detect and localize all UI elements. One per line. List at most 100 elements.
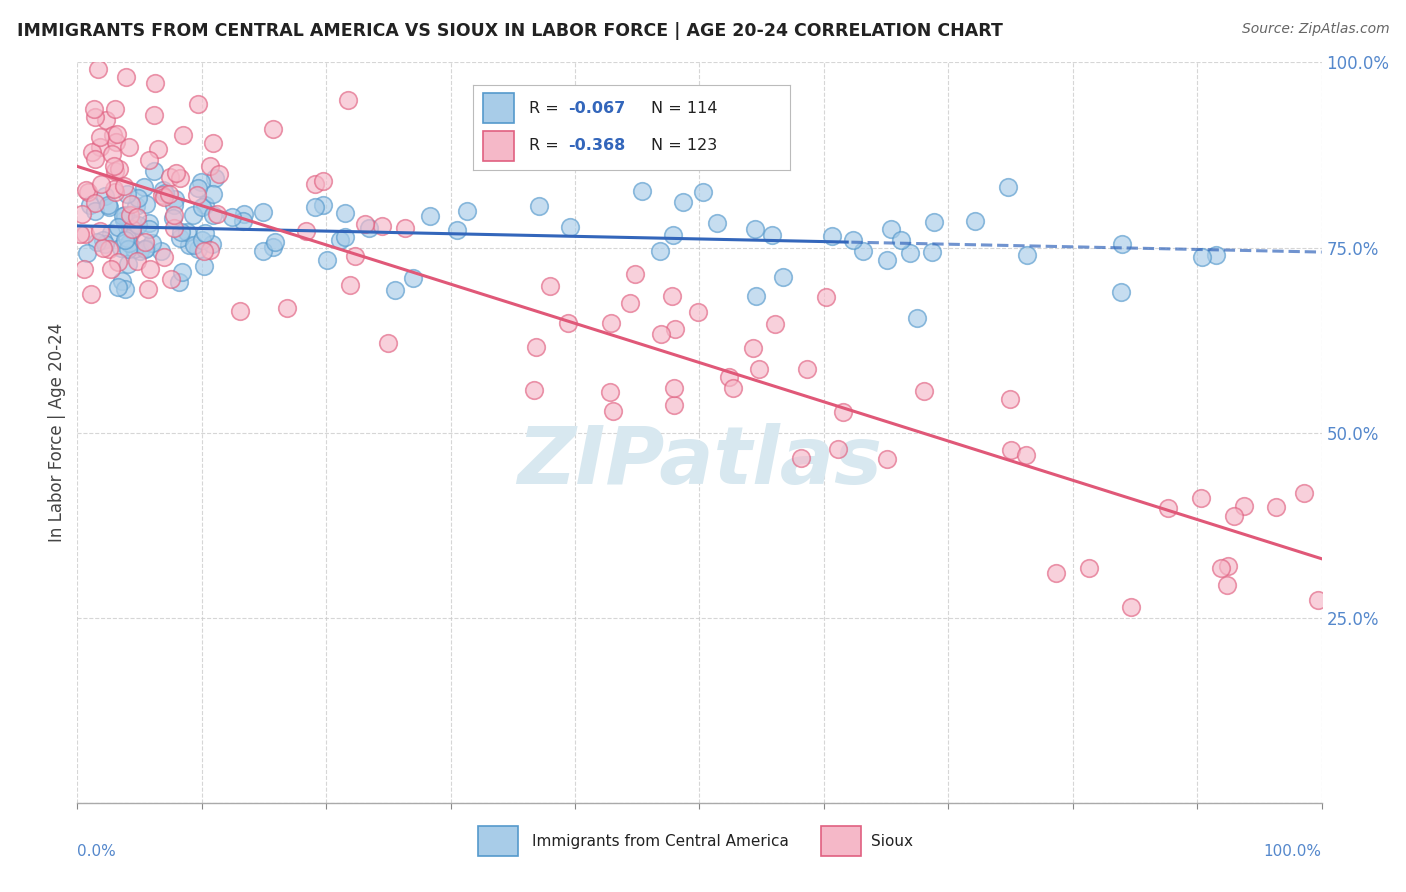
Point [72, 262, 94, 277]
Point [82, 145, 104, 159]
Point [183, 238, 205, 252]
Point [401, 271, 423, 285]
Point [157, 186, 180, 201]
Point [922, 215, 945, 229]
Point [115, 70, 138, 85]
Point [118, 235, 141, 250]
Point [125, 198, 148, 212]
Point [138, 282, 160, 296]
Point [77, 185, 100, 199]
Point [602, 403, 624, 417]
Point [763, 317, 786, 331]
Point [329, 233, 352, 247]
Point [163, 198, 186, 212]
Point [134, 180, 156, 194]
Point [333, 230, 356, 244]
Point [104, 102, 127, 116]
Point [100, 262, 122, 277]
Point [456, 204, 478, 219]
Point [111, 273, 134, 287]
Point [527, 199, 550, 213]
Point [129, 244, 152, 258]
Point [135, 241, 157, 255]
Point [170, 265, 193, 279]
Point [821, 228, 844, 243]
Point [89, 130, 111, 145]
Point [1264, 500, 1286, 514]
Point [343, 249, 366, 263]
Point [169, 231, 191, 245]
Point [229, 303, 252, 318]
Point [93, 237, 115, 252]
Point [172, 128, 194, 143]
Point [1121, 600, 1143, 615]
Point [599, 384, 621, 399]
Point [187, 242, 209, 256]
Point [1233, 499, 1256, 513]
Point [721, 381, 744, 395]
Point [772, 269, 794, 284]
Point [170, 225, 193, 239]
Point [912, 384, 935, 398]
Point [205, 207, 228, 221]
Point [304, 200, 326, 214]
Point [186, 188, 208, 202]
Point [153, 251, 176, 265]
Point [880, 221, 903, 235]
Point [252, 204, 274, 219]
Point [371, 219, 394, 233]
Point [117, 243, 139, 257]
Point [748, 362, 770, 376]
Point [1015, 448, 1038, 462]
Point [446, 223, 468, 237]
Point [1189, 491, 1212, 505]
Point [121, 218, 143, 232]
Point [337, 93, 360, 107]
Point [672, 194, 695, 209]
Point [149, 244, 172, 258]
Point [76, 246, 98, 260]
Point [118, 140, 141, 154]
Point [79, 198, 101, 212]
Point [876, 451, 898, 466]
Point [276, 301, 298, 315]
Point [117, 257, 139, 271]
Point [905, 310, 928, 325]
Point [89, 224, 111, 238]
Point [114, 233, 136, 247]
Point [80, 286, 103, 301]
Point [181, 209, 204, 223]
Point [557, 316, 579, 330]
Point [83, 103, 105, 117]
Text: IMMIGRANTS FROM CENTRAL AMERICA VS SIOUX IN LABOR FORCE | AGE 20-24 CORRELATION : IMMIGRANTS FROM CENTRAL AMERICA VS SIOUX… [17, 22, 1002, 40]
Text: Sioux: Sioux [872, 834, 914, 849]
Point [1292, 485, 1315, 500]
Point [160, 272, 183, 286]
Point [232, 213, 254, 227]
Point [1205, 247, 1227, 261]
Point [312, 174, 335, 188]
Text: 100.0%: 100.0% [1264, 844, 1322, 858]
Point [104, 164, 127, 178]
Point [152, 188, 174, 202]
Point [84, 203, 107, 218]
Point [101, 146, 124, 161]
Point [686, 305, 709, 319]
Point [143, 108, 166, 122]
Point [115, 187, 138, 202]
Point [138, 153, 160, 167]
Point [1216, 578, 1239, 592]
Point [1000, 442, 1022, 457]
Point [98, 242, 121, 256]
Point [191, 200, 214, 214]
Point [201, 136, 224, 151]
Point [537, 152, 560, 166]
Point [114, 208, 136, 222]
FancyBboxPatch shape [821, 827, 862, 856]
Point [662, 227, 685, 242]
Point [107, 220, 129, 235]
Point [138, 216, 160, 230]
Point [1109, 285, 1132, 299]
Point [125, 253, 148, 268]
Point [741, 342, 763, 356]
